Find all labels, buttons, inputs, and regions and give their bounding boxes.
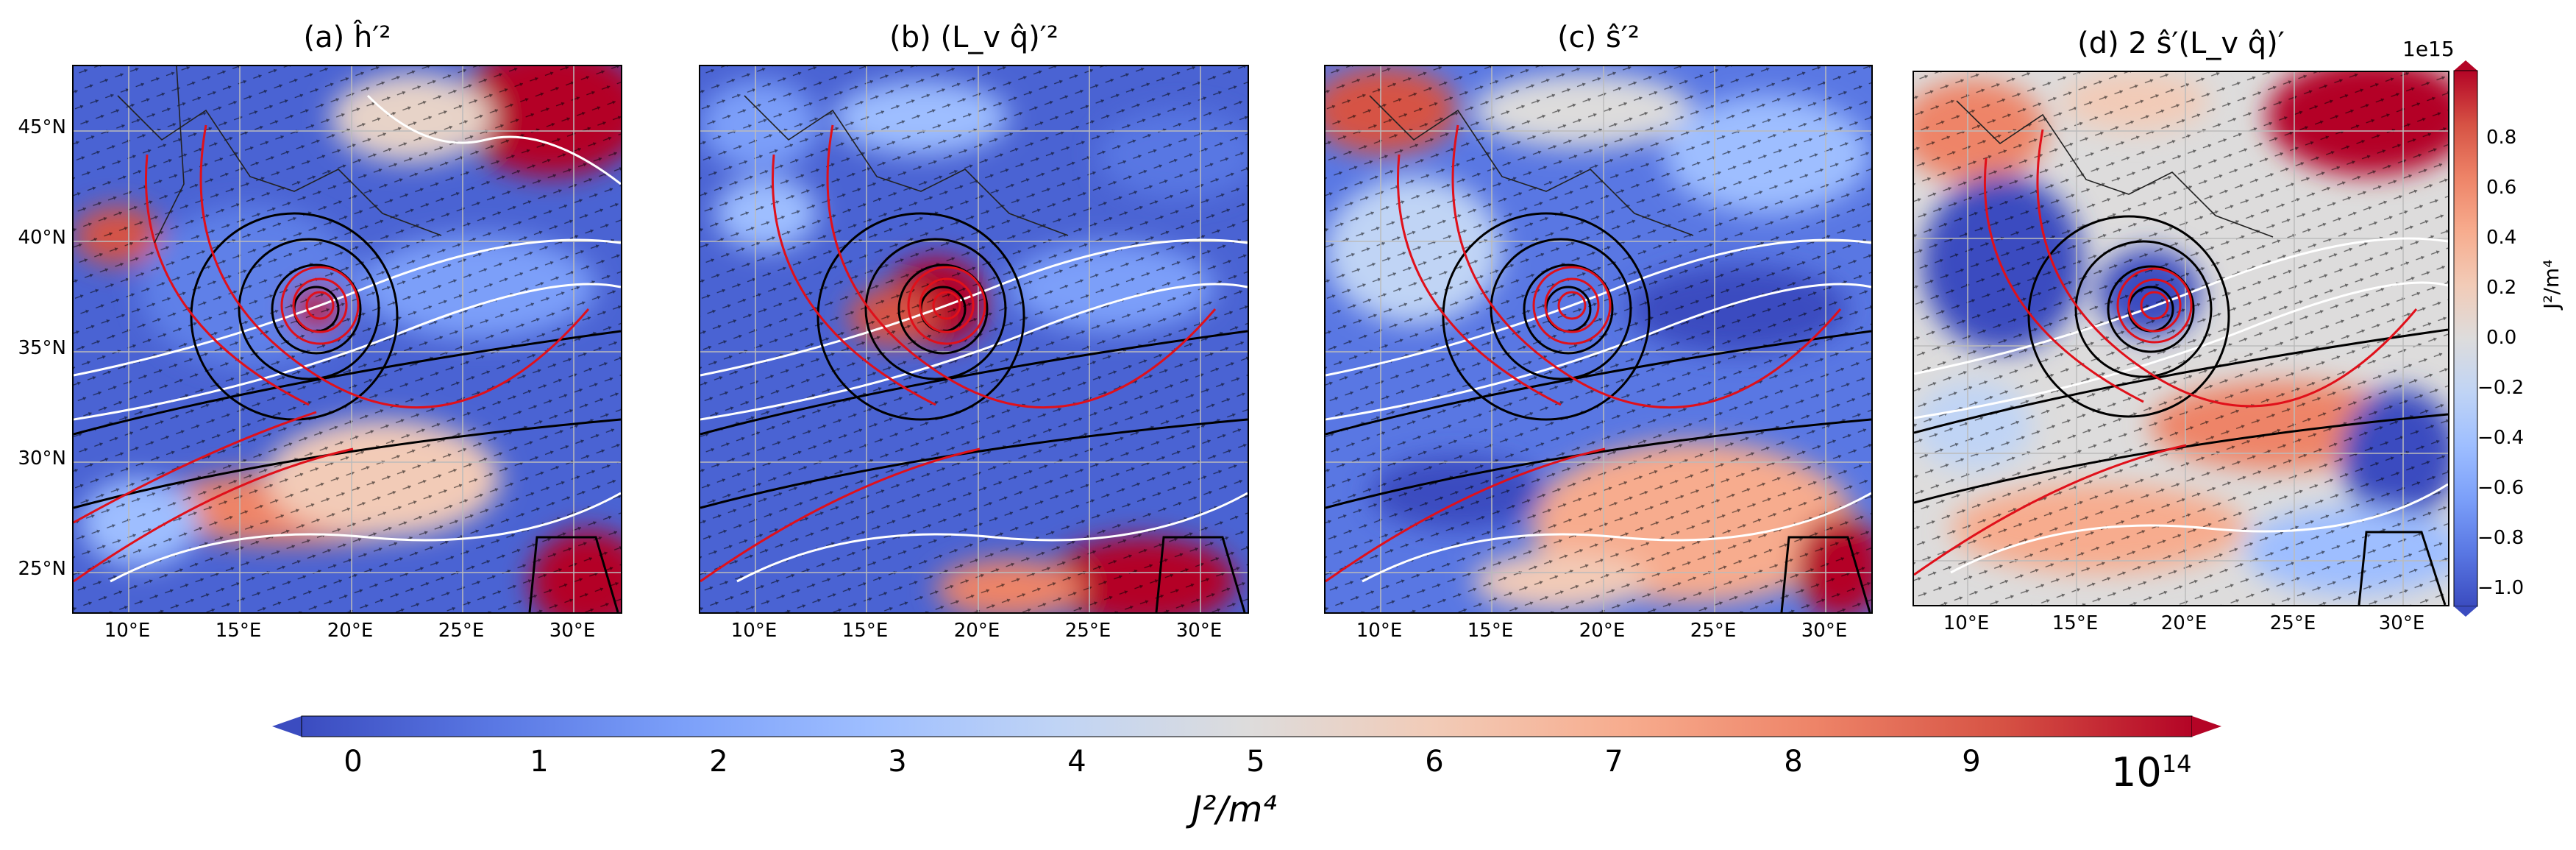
panel-c-lon-tick: 20°E: [1579, 620, 1626, 642]
panel-d-lon-tick: 25°E: [2269, 612, 2316, 634]
panel-d-colorbar-tick: 0.0: [2486, 327, 2517, 349]
panel-c-field: [1326, 66, 1871, 612]
panel-c-lon-tick: 15°E: [1467, 620, 1514, 642]
panel-b-title: (b) (L_v q̂)′²: [889, 21, 1058, 54]
shared-colorbar: [272, 715, 2221, 737]
panel-a-lon-tick: 10°E: [104, 620, 151, 642]
panel-d-map: [1913, 71, 2449, 606]
shared-colorbar-multiplier: 1014: [2111, 749, 2191, 796]
shared-colorbar-tick: 9: [1962, 745, 1981, 779]
shared-colorbar-tick: 6: [1425, 745, 1444, 779]
panel-a-lat-tick: 35°N: [18, 337, 66, 359]
panel-b-lon-tick: 20°E: [953, 620, 1000, 642]
panel-b-lon-tick: 25°E: [1064, 620, 1111, 642]
panel-a-lon-tick: 15°E: [215, 620, 262, 642]
multiplier-base: 10: [2111, 749, 2162, 796]
panel-d-colorbar-tick: 0.4: [2486, 227, 2517, 249]
panel-c-lon-tick: 30°E: [1801, 620, 1848, 642]
multiplier-exponent: 14: [2161, 750, 2192, 778]
panel-a-title: (a) ĥ′²: [303, 21, 391, 54]
panel-d-lon-tick: 20°E: [2160, 612, 2207, 634]
panel-d-lon-tick: 30°E: [2378, 612, 2425, 634]
panel-d-title: (d) 2 ŝ′(L_v q̂)′: [2077, 26, 2285, 60]
shared-colorbar-tick: 4: [1067, 745, 1086, 779]
panel-d-colorbar-tick: 0.6: [2486, 177, 2517, 199]
shared-colorbar-tick: 1: [530, 745, 549, 779]
panel-b-lon-tick: 10°E: [730, 620, 778, 642]
shared-colorbar-tick: 0: [344, 745, 363, 779]
panel-d-colorbar-multiplier: 1e15: [2402, 37, 2455, 61]
panel-a-lat-tick: 40°N: [18, 227, 66, 249]
panel-d-colorbar-tick: 0.2: [2486, 277, 2517, 299]
panel-c-map: [1324, 65, 1873, 614]
shared-colorbar-tick: 3: [888, 745, 907, 779]
panel-d-colorbar: [2453, 60, 2478, 617]
panel-c-lon-tick: 25°E: [1690, 620, 1737, 642]
panel-a-lon-tick: 20°E: [327, 620, 374, 642]
panel-b-field: [700, 66, 1248, 612]
panel-d-field: [1914, 72, 2448, 605]
panel-d-colorbar-label: J²/m⁴: [2539, 259, 2563, 309]
panel-a-lon-tick: 30°E: [549, 620, 596, 642]
panel-b-lon-tick: 30°E: [1175, 620, 1223, 642]
panel-b-lon-tick: 15°E: [842, 620, 889, 642]
panel-d-colorbar-tick: −0.8: [2477, 527, 2525, 549]
shared-colorbar-tick: 7: [1604, 745, 1623, 779]
panel-d-colorbar-tick: −0.6: [2477, 477, 2525, 499]
panel-a-lat-tick: 45°N: [18, 116, 66, 138]
panel-d-lon-tick: 10°E: [1943, 612, 1990, 634]
panel-d-colorbar-tick: −0.4: [2477, 427, 2525, 449]
panel-d-colorbar-tick: 0.8: [2486, 127, 2517, 149]
panel-d-colorbar-tick: −0.2: [2477, 377, 2525, 399]
panel-a-lat-tick: 30°N: [18, 447, 66, 470]
shared-colorbar-tick: 5: [1246, 745, 1265, 779]
panel-a-field: [74, 66, 621, 612]
panel-d-lon-tick: 15°E: [2052, 612, 2099, 634]
panel-a-lon-tick: 25°E: [438, 620, 485, 642]
panel-d-colorbar-tick: −1.0: [2477, 577, 2525, 599]
panel-a-map: [72, 65, 622, 614]
panel-b-map: [699, 65, 1249, 614]
shared-colorbar-tick: 2: [709, 745, 728, 779]
shared-colorbar-tick: 8: [1784, 745, 1803, 779]
panel-a-lat-tick: 25°N: [18, 558, 66, 580]
panel-c-title: (c) ŝ′²: [1557, 21, 1640, 54]
shared-colorbar-label: J²/m⁴: [1192, 789, 1277, 830]
panel-c-lon-tick: 10°E: [1356, 620, 1403, 642]
